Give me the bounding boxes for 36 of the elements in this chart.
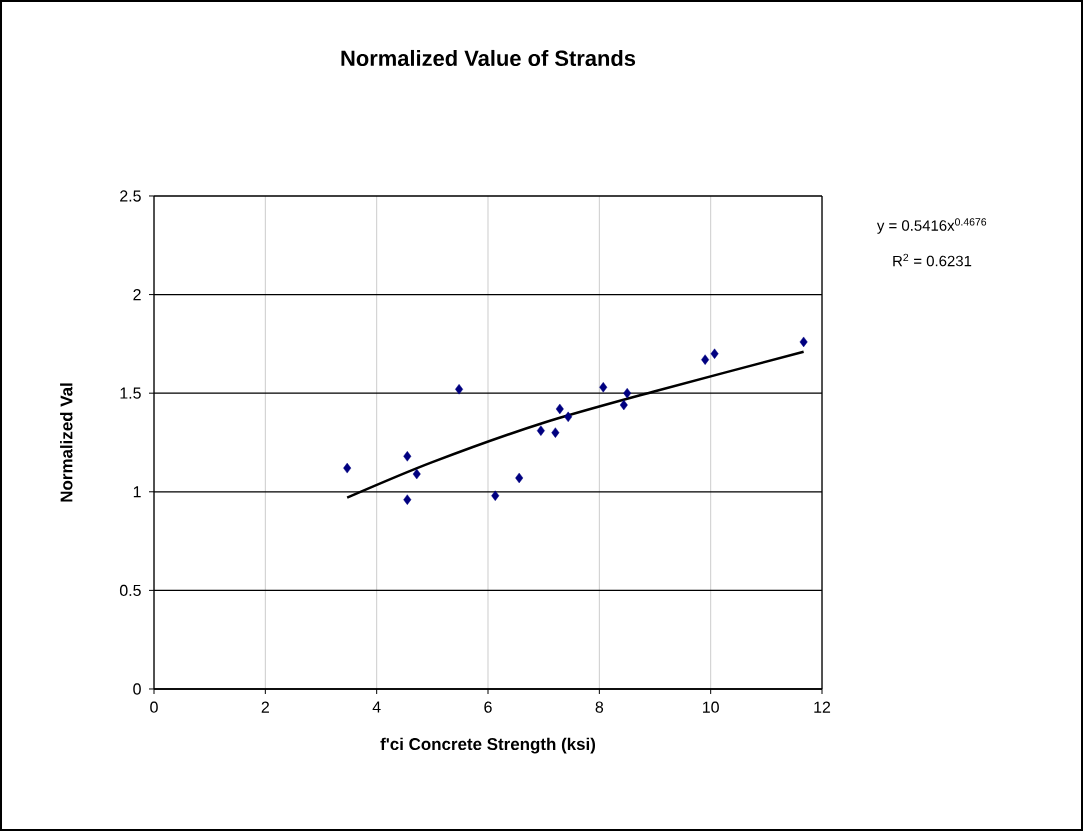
- x-tick-label: 8: [595, 701, 604, 713]
- point: [599, 382, 608, 393]
- point: [403, 451, 412, 462]
- point: [343, 462, 352, 474]
- text: R$^{2}$ = 0.6231: [893, 253, 972, 267]
- point: [555, 403, 564, 415]
- point: [799, 336, 808, 348]
- point: [701, 354, 710, 365]
- y-tick-label: 1.5: [120, 387, 141, 399]
- x-tick-label: 4: [372, 701, 381, 713]
- x-axis-title: f'ci Concrete Strength (ksi): [380, 737, 596, 754]
- point: [403, 494, 412, 505]
- point: [710, 348, 719, 359]
- point: [623, 387, 632, 399]
- y-tick-label: 0: [133, 683, 141, 695]
- point: [412, 468, 421, 480]
- x-tick-label: 12: [814, 701, 831, 713]
- x-tick-label: 2: [261, 701, 269, 713]
- y-tick-label: 2: [133, 289, 141, 301]
- point: [491, 490, 500, 501]
- x-tick-label: 10: [703, 701, 719, 713]
- point: [551, 427, 560, 438]
- text: y = 0.5416x$^{0.4676}$: [876, 218, 987, 234]
- chart-title: Normalized Value of Strands: [341, 49, 636, 67]
- line-series: [345, 350, 805, 499]
- x-tick-label: 0: [150, 701, 158, 713]
- x-tick-label: 6: [484, 701, 492, 713]
- y-tick-label: 1: [133, 486, 141, 498]
- point: [564, 411, 573, 423]
- point: [515, 472, 524, 484]
- point: [455, 384, 464, 395]
- y-tick-label: 2.5: [120, 190, 141, 202]
- y-tick-label: 0.5: [119, 584, 141, 597]
- y-axis-title: Normalized Val: [60, 383, 73, 502]
- point: [619, 399, 628, 411]
- point: [536, 425, 545, 436]
